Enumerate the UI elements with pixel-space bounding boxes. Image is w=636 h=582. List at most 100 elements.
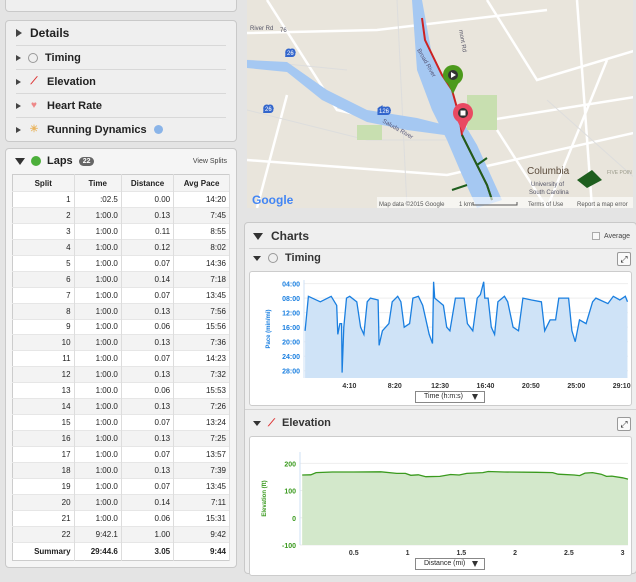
details-header[interactable]: Details: [16, 26, 69, 40]
y-tick-label: 200: [284, 461, 296, 468]
expand-timing-chart-button[interactable]: ⤢: [617, 252, 631, 266]
x-tick-label: 12:30: [431, 383, 449, 390]
column-header-time[interactable]: Time: [74, 174, 122, 192]
time-cell: 1:00.0: [74, 238, 122, 256]
map-label-columbia: Columbia: [527, 166, 570, 177]
select-value: Time (h:m:s): [424, 393, 464, 400]
start-marker[interactable]: [442, 42, 463, 94]
x-tick-label: 2: [513, 550, 517, 557]
avg-pace-cell: 9:42: [173, 525, 230, 543]
table-row: 8 1:00.0 0.13 7:56: [12, 302, 230, 319]
charts-panel: Charts Average Timing ⤢ 04:00 08:00 12:00 1…: [244, 222, 636, 576]
expand-elevation-chart-button[interactable]: ⤢: [617, 417, 631, 431]
map-canvas[interactable]: River Rd 76 26 26 126 Broad River Saluda…: [247, 0, 633, 208]
avg-pace-cell: 7:45: [173, 206, 230, 224]
column-header-distance[interactable]: Distance: [121, 174, 175, 192]
series-line: [304, 281, 629, 373]
laps-title: Laps: [47, 155, 73, 167]
timing-x-axis-select[interactable]: Time (h:m:s): [415, 391, 485, 403]
avg-pace-cell: 7:39: [173, 461, 230, 479]
terms-of-use-link[interactable]: Terms of Use: [528, 202, 564, 208]
details-title: Details: [30, 26, 70, 40]
avg-pace-cell: 8:02: [173, 238, 230, 256]
timing-chart-header[interactable]: Timing: [253, 252, 321, 264]
avg-pace-cell: 7:26: [173, 398, 230, 415]
time-cell: 1:00.0: [74, 414, 122, 431]
expand-triangle-icon: [16, 126, 21, 133]
table-row: 1:02.5 0.00 14:20: [12, 191, 230, 208]
summary-cell: 3.05: [121, 541, 175, 561]
column-header-avg-pace[interactable]: Avg Pace: [173, 174, 230, 192]
table-row: 15 1:00.0 0.07 13:24: [12, 414, 230, 431]
map-label-i126: 126: [379, 109, 390, 115]
elevation-x-axis-select[interactable]: Distance (mi): [415, 558, 485, 570]
stop-marker[interactable]: [453, 103, 473, 133]
time-cell: 1:00.0: [74, 286, 122, 304]
average-label: Average: [604, 232, 630, 240]
avg-pace-cell: 15:31: [173, 509, 230, 527]
table-row: 14 1:00.0 0.13 7:26: [12, 398, 230, 415]
map-label-hwy76: 76: [280, 28, 287, 34]
x-tick-label: 1.5: [456, 550, 466, 557]
time-cell: 1:00.0: [74, 222, 122, 240]
time-cell: 9:42.1: [74, 525, 122, 543]
details-item-timing[interactable]: Timing: [16, 45, 226, 69]
laps-count-badge: 22: [78, 156, 95, 166]
report-map-error-link[interactable]: Report a map error: [577, 202, 628, 208]
info-icon[interactable]: [153, 125, 163, 134]
collapse-triangle-icon: [253, 255, 261, 261]
collapse-triangle-icon: [253, 232, 263, 240]
dropdown-arrow-icon: [472, 561, 478, 567]
expand-triangle-icon: [16, 54, 21, 61]
x-tick-label: 25:00: [567, 383, 585, 390]
split-cell: 16: [12, 430, 75, 447]
charts-title: Charts: [271, 229, 310, 243]
split-cell: 20: [12, 493, 75, 511]
column-header-split[interactable]: Split: [12, 174, 75, 192]
avg-pace-cell: 8:55: [173, 222, 230, 240]
elevation-chart-header[interactable]: ⟋ Elevation: [253, 417, 331, 429]
table-row: 10 1:00.0 0.13 7:36: [12, 334, 230, 351]
checkbox-box[interactable]: [592, 232, 601, 240]
details-item-label: Running Dynamics: [47, 123, 147, 136]
series-area: [305, 281, 628, 378]
details-item-heart-rate[interactable]: ♥ Heart Rate: [16, 93, 226, 117]
table-row: 22 9:42.1 1.00 9:42: [12, 525, 230, 543]
time-cell: 1:00.0: [74, 477, 122, 495]
table-header-row: Split Time Distance Avg Pace: [12, 174, 230, 192]
map-label-river-rd: River Rd: [250, 26, 273, 32]
details-item-running-dynamics[interactable]: ☀ Running Dynamics: [16, 117, 226, 141]
time-cell: 1:00.0: [74, 254, 122, 272]
average-checkbox[interactable]: Average: [592, 232, 630, 240]
view-splits-link[interactable]: View Splits: [192, 158, 227, 165]
distance-cell: 0.13: [121, 302, 175, 319]
distance-cell: 0.07: [121, 286, 175, 304]
details-item-elevation[interactable]: ⟋ Elevation: [16, 69, 226, 93]
timing-chart-svg: 04:00 08:00 12:00 16:00 20:00 24:00 28:00 4:10 8…: [266, 280, 631, 390]
distance-cell: 0.13: [121, 366, 175, 383]
distance-cell: 0.13: [121, 206, 175, 224]
collapse-triangle-icon: [15, 157, 25, 165]
y-tick-label: 16:00: [282, 325, 300, 332]
map-label-road: mont Rd: [457, 29, 467, 52]
y-axis-label: Pace (min/mi): [266, 309, 272, 348]
distance-cell: 0.07: [121, 446, 175, 463]
summary-cell: 29:44.6: [74, 541, 122, 561]
map-label-i26: 26: [287, 51, 294, 57]
map[interactable]: River Rd 76 26 26 126 Broad River Saluda…: [247, 0, 633, 208]
laps-icon: [31, 156, 41, 166]
details-item-label: Heart Rate: [47, 99, 103, 112]
avg-pace-cell: 7:56: [173, 302, 230, 319]
charts-header[interactable]: Charts: [253, 229, 309, 243]
summary-cell: 9:44: [173, 541, 230, 561]
avg-pace-cell: 15:56: [173, 318, 230, 335]
expand-triangle-icon: [16, 102, 21, 109]
distance-cell: 0.13: [121, 398, 175, 415]
table-row: 20 1:00.0 0.14 7:11: [12, 493, 230, 511]
split-cell: 15: [12, 414, 75, 431]
elevation-chart-svg: 200 100 0 -100 0.5 1 1.5 2 2.5 3 Elevation (ft): [262, 452, 629, 557]
timing-chart: 04:00 08:00 12:00 16:00 20:00 24:00 28:00 4:10 8…: [249, 271, 632, 406]
laps-header[interactable]: Laps 22: [15, 155, 95, 167]
distance-cell: 1.00: [121, 525, 175, 543]
y-tick-label: 24:00: [282, 354, 300, 361]
